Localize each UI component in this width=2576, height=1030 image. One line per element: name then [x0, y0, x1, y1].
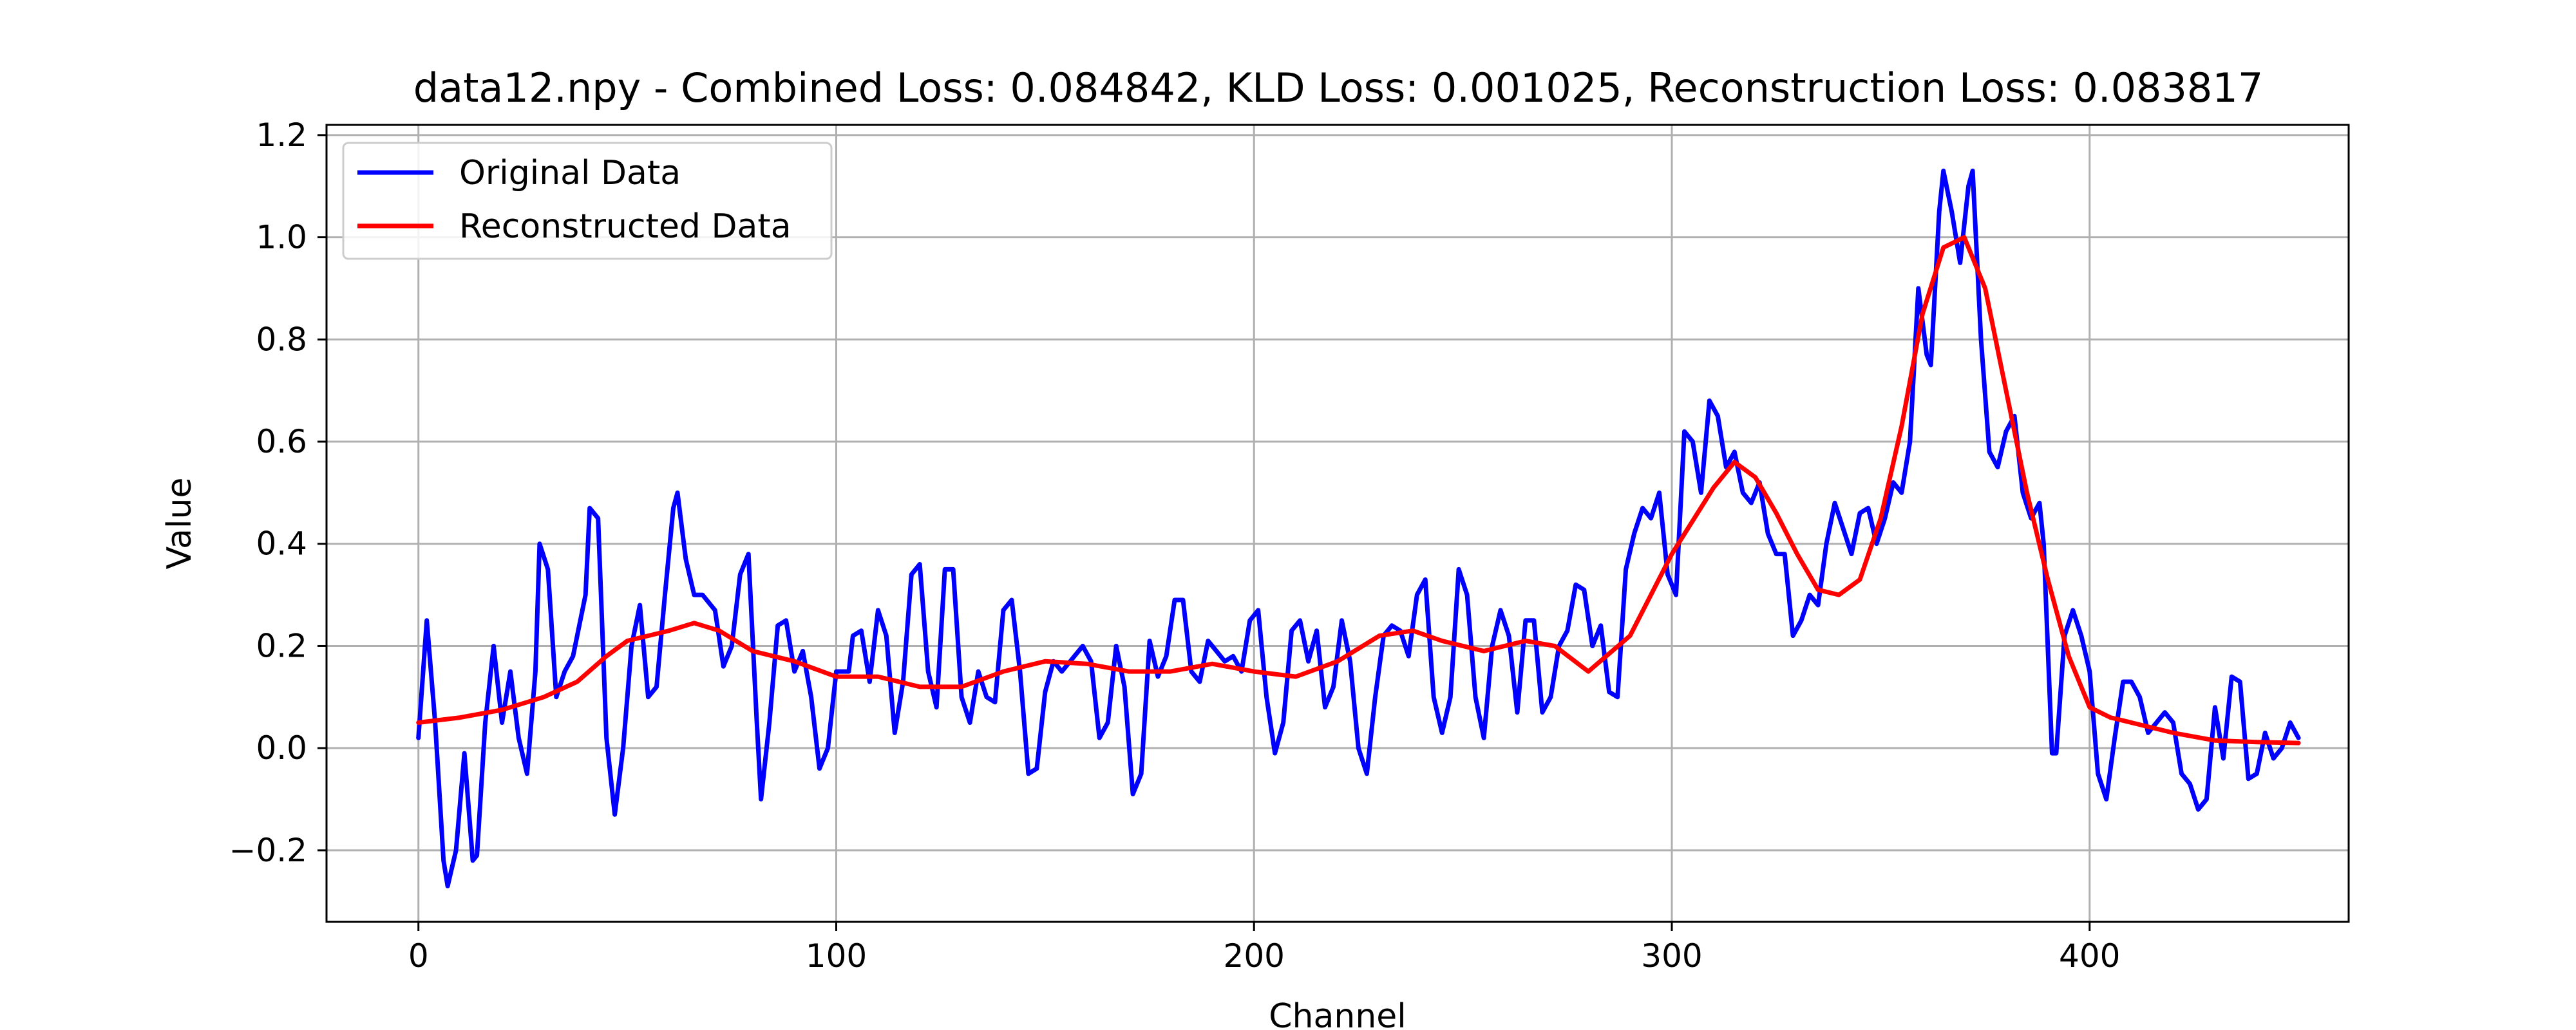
x-tick-label: 400: [2059, 937, 2120, 975]
y-tick-label: 0.8: [256, 321, 307, 358]
series-layer: [416, 168, 2301, 888]
legend: Original Data Reconstructed Data: [342, 142, 833, 260]
y-tick-label: 1.0: [256, 219, 307, 256]
x-axis: 0 100 200 300 400: [408, 922, 2120, 975]
reconstructed-data-line: [416, 235, 2301, 745]
plot-frame: [325, 124, 2350, 923]
x-tick-label: 300: [1641, 937, 1702, 975]
legend-label-original: Original Data: [459, 154, 681, 192]
y-axis: −0.2 0.0 0.2 0.4 0.6 0.8 1.0 1.2: [229, 117, 327, 869]
x-tick-label: 0: [408, 937, 429, 975]
legend-label-reconstructed: Reconstructed Data: [459, 207, 791, 246]
y-tick-label: 0.6: [256, 423, 307, 460]
legend-box: [342, 142, 833, 260]
original-data-line: [416, 168, 2301, 888]
x-axis-label: Channel: [1269, 997, 1406, 1030]
y-tick-label: −0.2: [229, 832, 307, 869]
x-tick-label: 100: [806, 937, 867, 975]
x-tick-label: 200: [1224, 937, 1285, 975]
chart-title: data12.npy - Combined Loss: 0.084842, KL…: [413, 64, 2264, 111]
y-tick-label: 1.2: [256, 117, 307, 154]
y-tick-label: 0.2: [256, 627, 307, 664]
y-tick-label: 0.0: [256, 729, 307, 767]
y-axis-label: Value: [160, 478, 199, 570]
y-tick-label: 0.4: [256, 525, 307, 563]
